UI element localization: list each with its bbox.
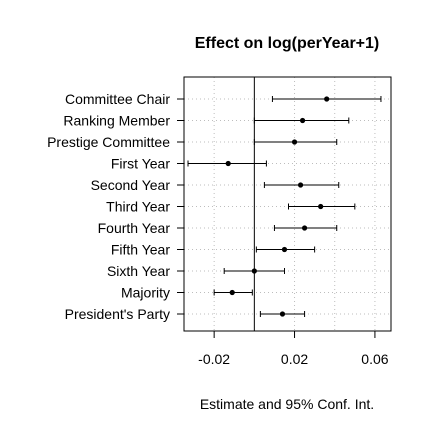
estimate-point <box>299 117 306 124</box>
y-tick-label: First Year <box>111 156 170 172</box>
y-tick-label: President's Party <box>65 306 170 322</box>
y-axis: Committee Chair Ranking Member Prestige Co… <box>47 91 184 322</box>
estimate-point <box>318 203 324 210</box>
plot-frame <box>183 76 392 332</box>
y-tick-label: Sixth Year <box>107 263 170 279</box>
estimate-point <box>301 225 308 231</box>
y-tick-label: Majority <box>121 285 170 301</box>
chart-title: Effect on log(perYear+1) <box>195 35 380 52</box>
estimate-point <box>251 268 257 274</box>
x-tick-label: 0.02 <box>281 351 308 367</box>
y-tick-label: Committee Chair <box>65 91 170 107</box>
x-axis-label: Estimate and 95% Conf. Int. <box>200 396 374 412</box>
y-tick-label: Fourth Year <box>98 220 171 236</box>
y-tick-label: Second Year <box>91 177 171 193</box>
x-tick-label: 0.06 <box>361 351 388 367</box>
chart-marks <box>187 96 382 317</box>
estimate-point <box>297 182 304 188</box>
estimate-point <box>279 311 286 317</box>
estimate-point <box>291 139 298 145</box>
estimate-point <box>324 96 330 102</box>
estimate-point <box>281 246 288 253</box>
x-axis: -0.02 0.02 0.06 <box>198 331 389 367</box>
y-tick-label: Ranking Member <box>63 113 170 129</box>
y-tick-label: Fifth Year <box>111 242 170 258</box>
estimate-point <box>225 160 231 167</box>
estimate-point <box>229 289 235 296</box>
y-tick-label: Third Year <box>106 199 170 215</box>
x-tick-label: -0.02 <box>198 351 230 367</box>
y-tick-label: Prestige Committee <box>47 134 170 150</box>
